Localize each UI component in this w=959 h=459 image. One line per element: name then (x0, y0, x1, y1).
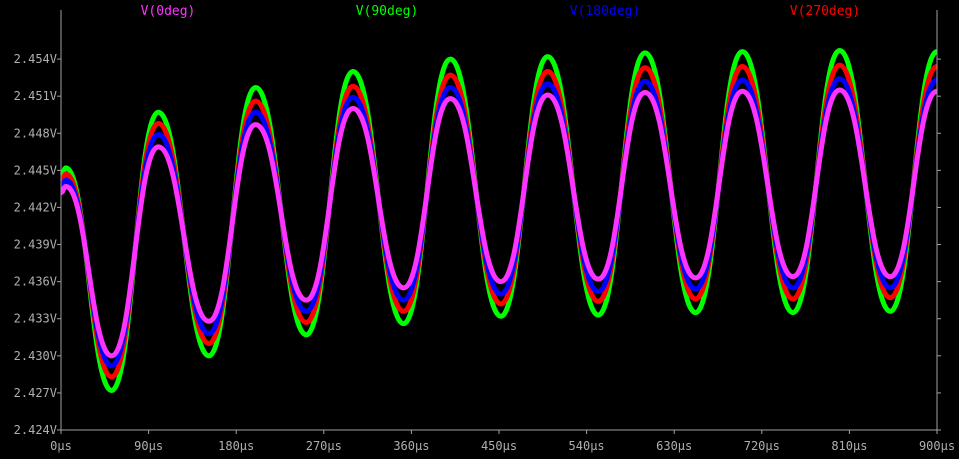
y-tick-label: 2.445V (14, 163, 57, 177)
y-tick-label: 2.427V (14, 386, 57, 400)
y-tick-label: 2.436V (14, 275, 57, 289)
traces (59, 47, 939, 393)
x-tick-label: 630µs (656, 439, 692, 453)
legend-label: V(90deg) (356, 4, 419, 19)
y-tick-label: 2.454V (14, 52, 57, 66)
legend-label: V(270deg) (790, 4, 860, 19)
x-tick-label: 180µs (218, 439, 254, 453)
legend-label: V(0deg) (141, 4, 196, 19)
x-tick-label: 540µs (569, 439, 605, 453)
x-tick-label: 0µs (50, 439, 72, 453)
trace-v-0deg (59, 87, 939, 359)
x-tick-label: 720µs (744, 439, 780, 453)
axes: 2.424V 2.427V 2.430V 2.433V 2.436V 2.439V 2.44… (14, 10, 955, 453)
y-tick-label: 2.439V (14, 238, 57, 252)
y-tick-label: 2.424V (14, 423, 57, 437)
x-tick-label: 90µs (134, 439, 163, 453)
x-tick-label: 360µs (393, 439, 429, 453)
y-tick-label: 2.451V (14, 89, 57, 103)
x-tick-label: 810µs (831, 439, 867, 453)
x-tick-label: 900µs (919, 439, 955, 453)
legend-label: V(180deg) (570, 4, 640, 19)
x-tick-label: 450µs (481, 439, 517, 453)
y-tick-label: 2.433V (14, 312, 57, 326)
y-tick-label: 2.442V (14, 200, 57, 214)
x-tick-label: 270µs (306, 439, 342, 453)
y-tick-label: 2.448V (14, 126, 57, 140)
y-tick-label: 2.430V (14, 349, 57, 363)
legend: V(0deg) V(90deg) V(180deg) V(270deg) (141, 4, 861, 19)
